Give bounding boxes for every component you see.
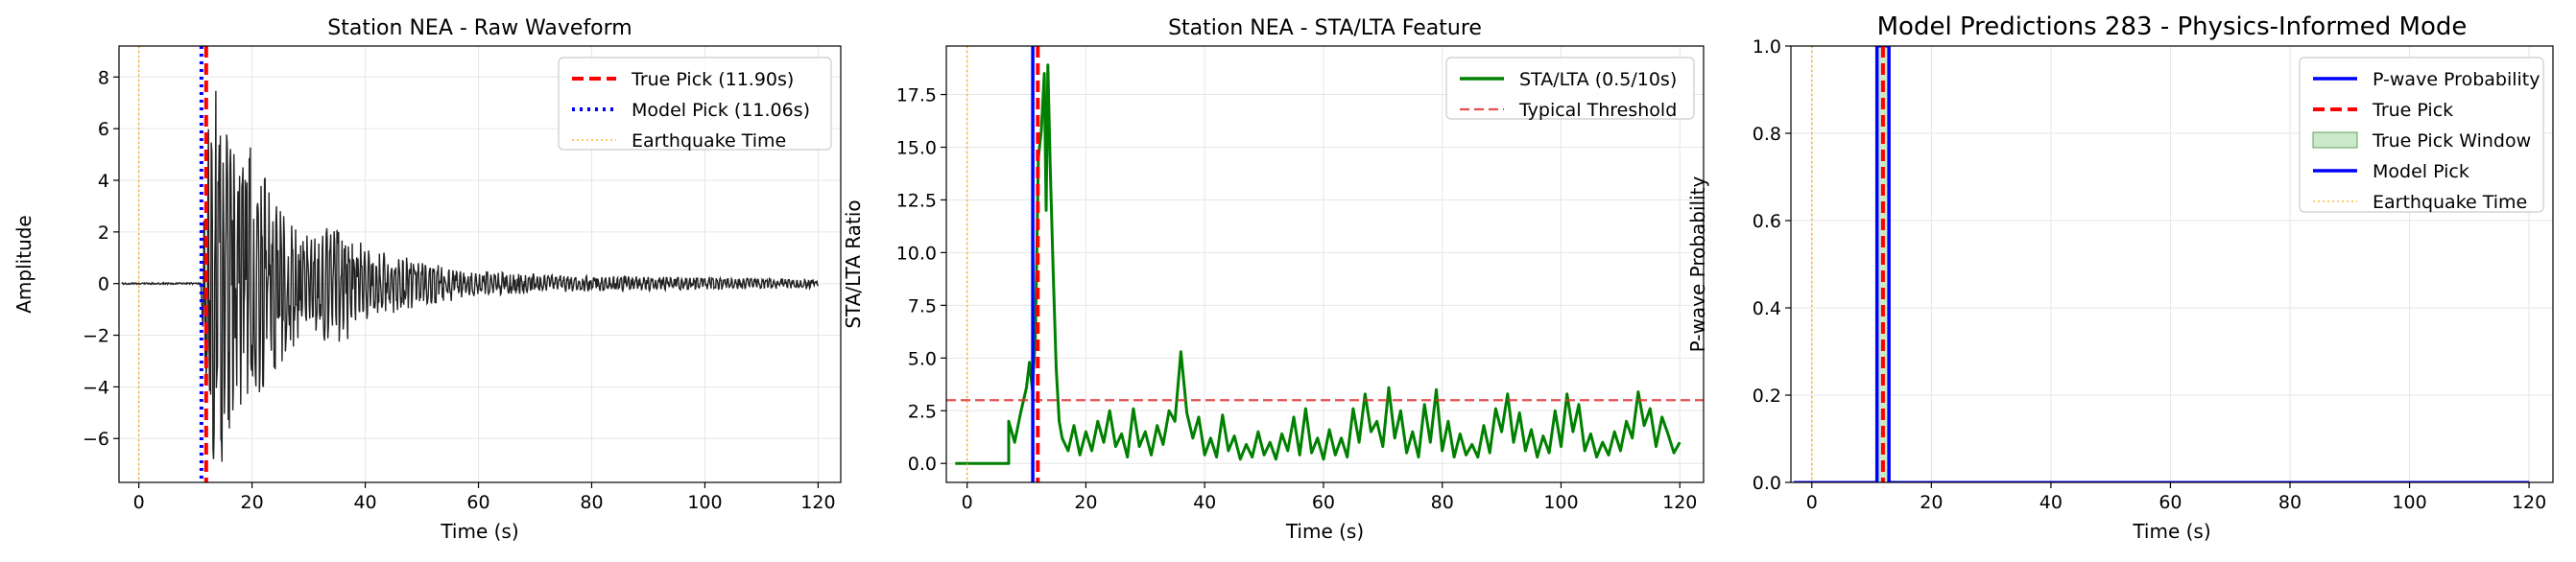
x-axis-label: Time (s) [440, 520, 518, 543]
x-tick-label: 20 [241, 492, 264, 513]
legend-label: Model Pick [2373, 161, 2469, 182]
y-tick-label: 0.0 [1753, 473, 1781, 494]
y-tick-label: 2 [98, 222, 109, 244]
y-tick-label: 0.4 [1753, 298, 1781, 319]
legend-label: Earthquake Time [632, 130, 786, 152]
y-tick-label: 7.5 [908, 295, 937, 316]
y-axis-label: P-wave Probability [1686, 176, 1709, 353]
legend-swatch [2312, 131, 2358, 149]
x-tick-label: 80 [580, 492, 603, 513]
x-tick-label: 100 [2392, 492, 2426, 513]
x-tick-label: 60 [2159, 492, 2182, 513]
axes-frame [945, 45, 1705, 483]
legend-label: Model Pick (11.06s) [632, 100, 810, 121]
y-tick-label: 8 [98, 67, 109, 88]
y-tick-label: 1.0 [1753, 36, 1781, 58]
chart-title: Model Predictions 283 - Physics-Informed… [1877, 12, 2468, 41]
legend: STA/LTA (0.5/10s) Typical Threshold [1445, 57, 1695, 121]
x-tick-label: 20 [1074, 492, 1097, 513]
y-tick-label: 5.0 [908, 348, 937, 369]
x-tick-label: 100 [1543, 492, 1578, 513]
y-tick-label: 17.5 [896, 85, 937, 106]
x-tick-label: 40 [2039, 492, 2063, 513]
y-tick-label: −6 [83, 429, 109, 450]
waveform-line [121, 90, 819, 462]
plot-area [946, 46, 1704, 482]
y-tick-label: 0.2 [1753, 386, 1781, 407]
x-tick-label: 0 [962, 492, 973, 513]
legend-label: True Pick [2372, 100, 2453, 121]
x-tick-label: 120 [800, 492, 835, 513]
x-tick-label: 80 [1431, 492, 1454, 513]
legend-label: Earthquake Time [2373, 192, 2527, 213]
y-tick-label: −2 [83, 326, 109, 347]
chart-panel-2: 0 20 40 60 80 100 120 0.0 2.5 5.0 7.5 10.0 12.5 15.0 1… [842, 16, 1705, 543]
legend: P-wave Probability True Pick True Pick Win… [2299, 57, 2544, 213]
legend-label: True Pick Window [2372, 130, 2531, 152]
x-tick-label: 40 [353, 492, 376, 513]
x-tick-label: 60 [1312, 492, 1335, 513]
y-tick-label: 0 [98, 274, 109, 295]
chart-title: Station NEA - STA/LTA Feature [1168, 16, 1482, 40]
y-axis-label: STA/LTA Ratio [842, 199, 865, 328]
x-tick-label: 80 [2278, 492, 2302, 513]
axes-frame [1790, 45, 2554, 483]
y-tick-label: 4 [98, 171, 109, 192]
y-tick-label: 10.0 [896, 243, 937, 264]
x-tick-label: 60 [466, 492, 489, 513]
x-axis-label: Time (s) [1285, 520, 1364, 543]
y-tick-label: 6 [98, 119, 109, 140]
legend-label: STA/LTA (0.5/10s) [1519, 69, 1677, 90]
series-line-1 [955, 63, 1682, 465]
x-tick-label: 0 [133, 492, 145, 513]
legend: True Pick (11.90s) Model Pick (11.06s) Ear… [558, 57, 832, 152]
chart-panel-1: 0 20 40 60 80 100 120 −6 −4 −2 0 2 4 6 8 Station NEA - … [12, 16, 842, 543]
y-tick-label: 0.8 [1753, 124, 1781, 145]
y-tick-label: 0.6 [1753, 211, 1781, 232]
y-tick-label: −4 [83, 377, 109, 398]
y-tick-label: 15.0 [896, 138, 937, 159]
x-tick-label: 100 [687, 492, 722, 513]
plot-area [121, 46, 819, 482]
y-tick-label: 0.0 [908, 454, 937, 475]
x-tick-label: 40 [1193, 492, 1216, 513]
axes-frame [118, 45, 842, 483]
legend-label: P-wave Probability [2373, 69, 2540, 90]
y-tick-label: 12.5 [896, 190, 937, 211]
x-axis-label: Time (s) [2132, 520, 2210, 543]
legend-label: True Pick (11.90s) [631, 69, 794, 90]
y-axis-label: Amplitude [12, 215, 36, 314]
x-tick-label: 120 [2512, 492, 2546, 513]
chart-title: Station NEA - Raw Waveform [327, 16, 632, 40]
legend-label: Typical Threshold [1518, 100, 1677, 121]
y-tick-label: 2.5 [908, 401, 937, 422]
plot-area [1794, 46, 2530, 482]
x-tick-label: 120 [1662, 492, 1697, 513]
x-tick-label: 0 [1806, 492, 1818, 513]
x-tick-label: 20 [1920, 492, 1943, 513]
chart-panel-3: 0 20 40 60 80 100 120 0.0 0.2 0.4 0.6 0.8 1.0 Model P… [1686, 12, 2554, 543]
